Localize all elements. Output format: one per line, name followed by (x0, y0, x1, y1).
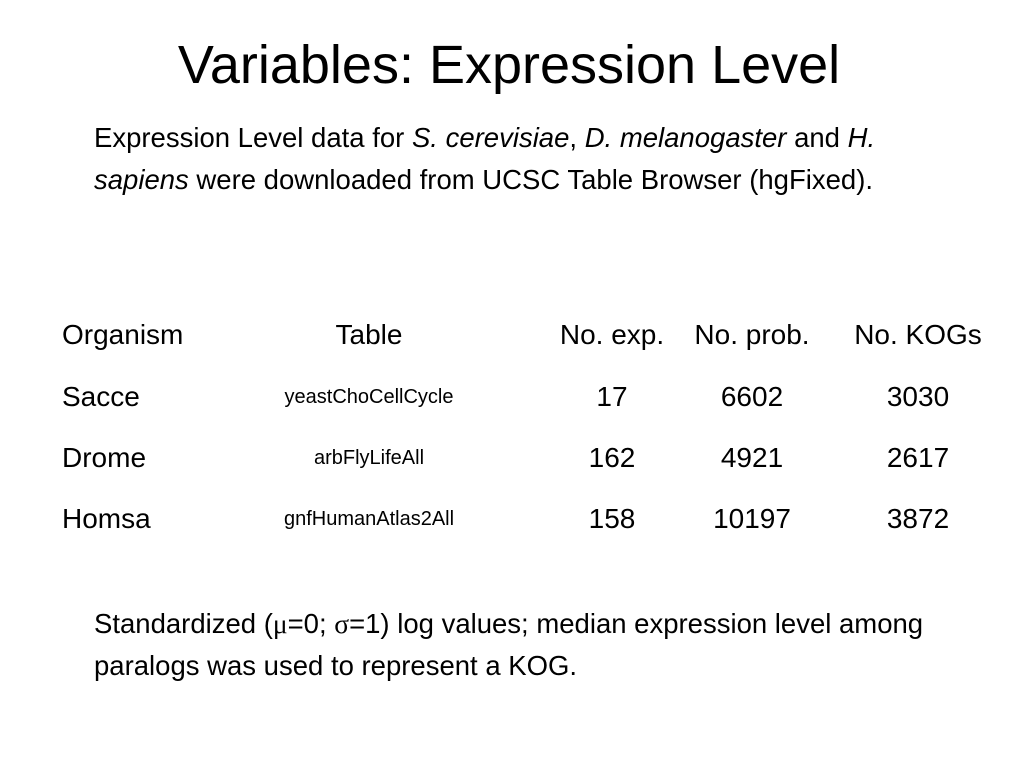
text: were downloaded from UCSC Table Browser … (188, 164, 874, 195)
column-header: Table (335, 319, 403, 350)
column-header: Organism (62, 319, 184, 350)
symbol: σ (334, 608, 350, 639)
text: Standardized ( (94, 608, 273, 639)
table-cell: 10197 (713, 503, 791, 534)
table-cell: 3872 (886, 503, 950, 534)
table-cell: 3030 (886, 381, 950, 412)
table-cell: yeastChoCellCycle (284, 386, 454, 408)
table-cell: 162 (588, 442, 636, 473)
footer-text: Standardized (μ=0; σ=1) log values; medi… (94, 603, 954, 687)
text: , (569, 122, 585, 153)
text: and (786, 122, 848, 153)
table-cell: 17 (596, 381, 628, 412)
intro-text: Expression Level data for S. cerevisiae,… (94, 117, 974, 201)
table-cell: Homsa (62, 503, 151, 534)
table-cell: Sacce (62, 381, 140, 412)
column-header: No. prob. (694, 319, 810, 350)
column-header: No. exp. (559, 319, 665, 350)
table-cell: Drome (62, 442, 147, 473)
text: Expression Level data for (94, 122, 412, 153)
slide-title: Variables: Expression Level (177, 35, 841, 95)
table-cell: 4921 (720, 442, 784, 473)
table-cell: 2617 (886, 442, 950, 473)
table-cell: arbFlyLifeAll (313, 447, 425, 469)
table-cell: 158 (588, 503, 636, 534)
table-cell: 6602 (720, 381, 784, 412)
table-cell: gnfHumanAtlas2All (283, 508, 455, 530)
species: H. sapiens (94, 122, 876, 195)
text: =1) log values; median expression level … (94, 608, 924, 681)
symbol: μ (272, 608, 288, 639)
column-header: No. KOGs (854, 319, 982, 350)
text: =0; (287, 608, 335, 639)
species: D. melanogaster (584, 122, 787, 153)
species: S. cerevisiae (411, 122, 570, 153)
